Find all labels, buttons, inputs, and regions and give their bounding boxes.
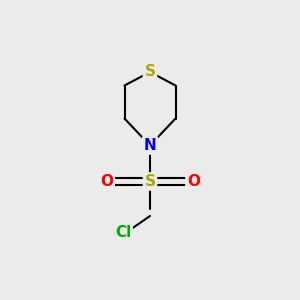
Text: Cl: Cl bbox=[115, 225, 131, 240]
Text: S: S bbox=[145, 174, 155, 189]
Text: O: O bbox=[100, 174, 113, 189]
Text: N: N bbox=[144, 138, 156, 153]
Text: S: S bbox=[145, 64, 155, 80]
Text: O: O bbox=[187, 174, 200, 189]
